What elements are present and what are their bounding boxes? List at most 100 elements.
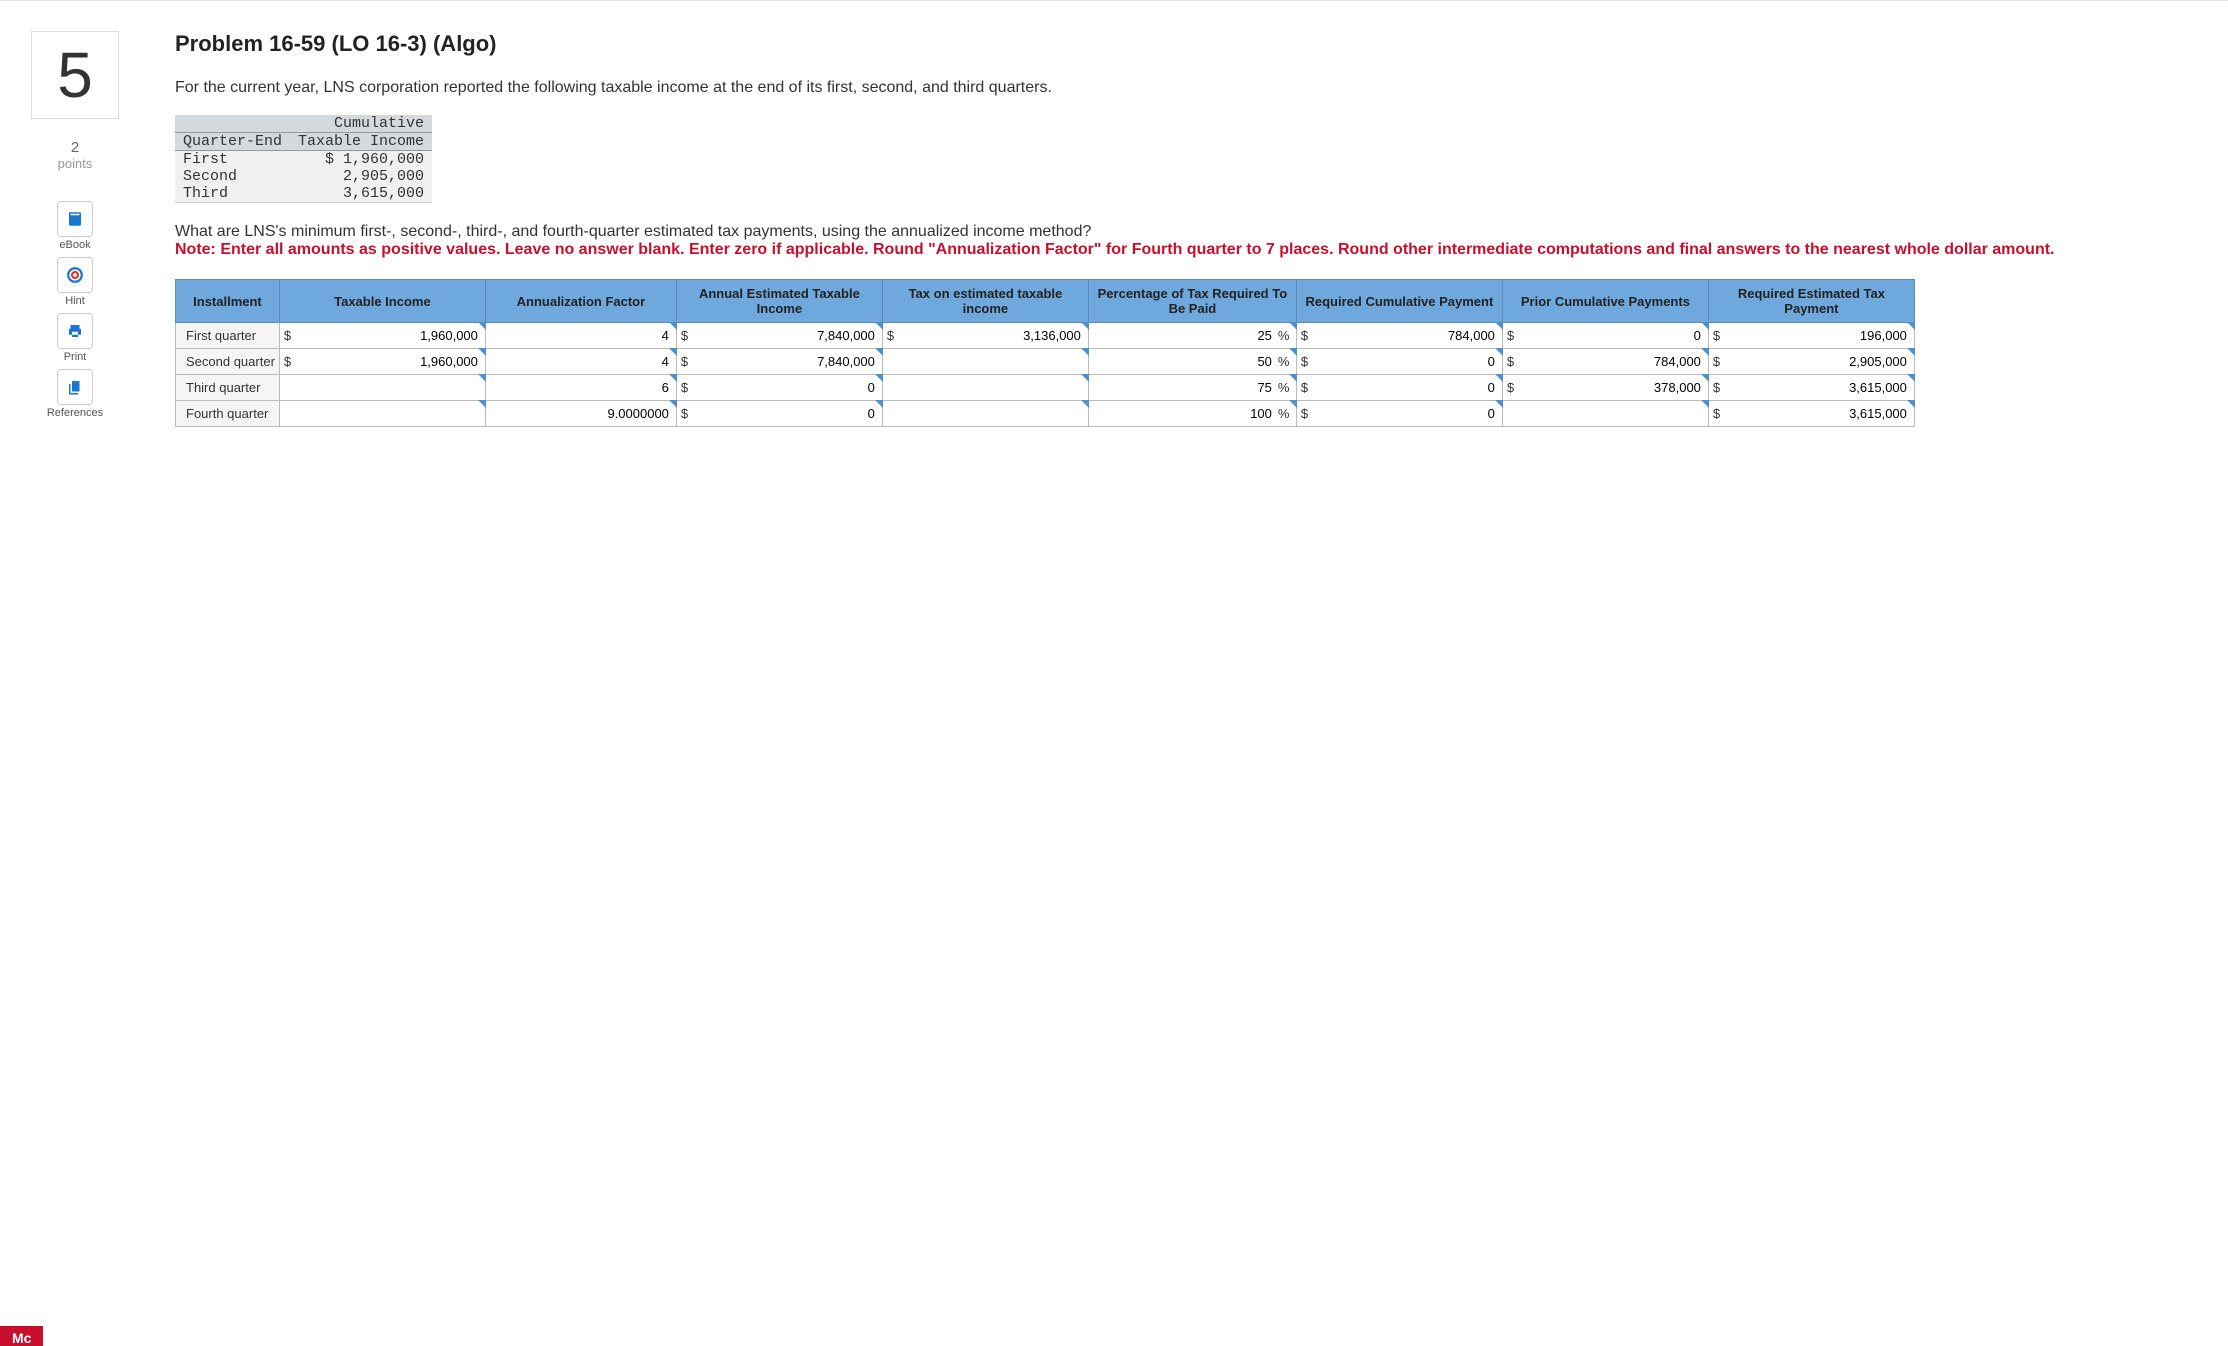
taxable-0-input[interactable]: [299, 326, 481, 345]
prior-1[interactable]: $: [1502, 349, 1708, 375]
pct-2-pct: %: [1278, 380, 1292, 395]
taxable-1-input[interactable]: [299, 352, 481, 371]
reqcum-1-input[interactable]: [1316, 352, 1498, 371]
taxon-0-input[interactable]: [902, 326, 1084, 345]
reqcum-0-currency: $: [1301, 328, 1313, 343]
annual-1[interactable]: $: [676, 349, 882, 375]
pct-3-input[interactable]: [1093, 404, 1275, 423]
footer-logo: Mc: [0, 1326, 43, 1346]
reqest-3[interactable]: $: [1708, 401, 1914, 427]
taxon-1[interactable]: [882, 349, 1088, 375]
taxable-3[interactable]: [279, 401, 485, 427]
pct-1[interactable]: %: [1088, 349, 1296, 375]
ebook-button[interactable]: eBook: [45, 201, 105, 251]
factor-0-input[interactable]: [490, 326, 672, 345]
pct-0-pct: %: [1278, 328, 1292, 343]
taxable-2-input[interactable]: [299, 378, 481, 397]
problem-title: Problem 16-59 (LO 16-3) (Algo): [175, 31, 2198, 57]
hdr-factor: Annualization Factor: [485, 280, 676, 323]
points-value: 2: [0, 139, 150, 156]
row-label-3: Fourth quarter: [176, 401, 280, 427]
factor-3-input[interactable]: [490, 404, 672, 423]
annual-3[interactable]: $: [676, 401, 882, 427]
hint-button[interactable]: Hint: [45, 257, 105, 307]
points-label: points: [0, 156, 150, 171]
prior-0-currency: $: [1507, 328, 1519, 343]
reqest-0-input[interactable]: [1728, 326, 1910, 345]
answer-row-2: Third quarter$%$$$: [176, 375, 1915, 401]
reqcum-2-input[interactable]: [1316, 378, 1498, 397]
taxon-2[interactable]: [882, 375, 1088, 401]
pct-2[interactable]: %: [1088, 375, 1296, 401]
reqest-2[interactable]: $: [1708, 375, 1914, 401]
factor-1-input[interactable]: [490, 352, 672, 371]
answer-tbody: First quarter$$$%$$$Second quarter$$%$$$…: [176, 323, 1915, 427]
prior-0[interactable]: $: [1502, 323, 1708, 349]
prior-2-input[interactable]: [1522, 378, 1704, 397]
page-root: 5 2 points eBook Hint Print Reference: [0, 0, 2228, 457]
hdr-reqest: Required Estimated Tax Payment: [1708, 280, 1914, 323]
annual-2-input[interactable]: [696, 378, 878, 397]
annual-3-currency: $: [681, 406, 693, 421]
taxon-1-input[interactable]: [902, 352, 1084, 371]
reqest-1-currency: $: [1713, 354, 1725, 369]
factor-0[interactable]: [485, 323, 676, 349]
print-button[interactable]: Print: [45, 313, 105, 363]
hdr-reqcum: Required Cumulative Payment: [1296, 280, 1502, 323]
reqest-3-input[interactable]: [1728, 404, 1910, 423]
taxon-0[interactable]: $: [882, 323, 1088, 349]
annual-0[interactable]: $: [676, 323, 882, 349]
hdr-taxon: Tax on estimated taxable income: [882, 280, 1088, 323]
taxable-3-input[interactable]: [299, 404, 481, 423]
annual-1-input[interactable]: [696, 352, 878, 371]
income-r2-q: Third: [175, 185, 290, 203]
reqest-0[interactable]: $: [1708, 323, 1914, 349]
annual-3-input[interactable]: [696, 404, 878, 423]
taxable-2[interactable]: [279, 375, 485, 401]
taxon-2-input[interactable]: [902, 378, 1084, 397]
income-r2-v: 3,615,000: [290, 185, 432, 203]
pct-3-pct: %: [1278, 406, 1292, 421]
taxable-0[interactable]: $: [279, 323, 485, 349]
pct-0-input[interactable]: [1093, 326, 1275, 345]
income-col2-l1: Cumulative: [290, 115, 432, 133]
reqest-1[interactable]: $: [1708, 349, 1914, 375]
pct-0[interactable]: %: [1088, 323, 1296, 349]
reqcum-2[interactable]: $: [1296, 375, 1502, 401]
copy-icon: [57, 369, 93, 405]
income-r1-q: Second: [175, 168, 290, 185]
question-number: 5: [31, 31, 119, 119]
factor-2[interactable]: [485, 375, 676, 401]
reqcum-2-currency: $: [1301, 380, 1313, 395]
pct-3[interactable]: %: [1088, 401, 1296, 427]
prior-2[interactable]: $: [1502, 375, 1708, 401]
references-button[interactable]: References: [45, 369, 105, 419]
annual-2[interactable]: $: [676, 375, 882, 401]
prior-0-input[interactable]: [1522, 326, 1704, 345]
annual-0-input[interactable]: [696, 326, 878, 345]
prior-3[interactable]: [1502, 401, 1708, 427]
prior-3-input[interactable]: [1522, 404, 1704, 423]
reqcum-0[interactable]: $: [1296, 323, 1502, 349]
factor-3[interactable]: [485, 401, 676, 427]
taxable-1[interactable]: $: [279, 349, 485, 375]
sidebar: 5 2 points eBook Hint Print Reference: [0, 1, 150, 457]
reqcum-3-input[interactable]: [1316, 404, 1498, 423]
taxon-3[interactable]: [882, 401, 1088, 427]
reqest-1-input[interactable]: [1728, 352, 1910, 371]
factor-1[interactable]: [485, 349, 676, 375]
factor-2-input[interactable]: [490, 378, 672, 397]
reqest-2-currency: $: [1713, 380, 1725, 395]
reqcum-0-input[interactable]: [1316, 326, 1498, 345]
references-label: References: [45, 407, 105, 419]
reqcum-3[interactable]: $: [1296, 401, 1502, 427]
income-table-blank: [175, 115, 290, 133]
pct-1-input[interactable]: [1093, 352, 1275, 371]
prior-1-input[interactable]: [1522, 352, 1704, 371]
pct-2-input[interactable]: [1093, 378, 1275, 397]
reqcum-1[interactable]: $: [1296, 349, 1502, 375]
taxon-3-input[interactable]: [902, 404, 1084, 423]
reqest-2-input[interactable]: [1728, 378, 1910, 397]
hdr-pct: Percentage of Tax Required To Be Paid: [1088, 280, 1296, 323]
ebook-label: eBook: [45, 239, 105, 251]
